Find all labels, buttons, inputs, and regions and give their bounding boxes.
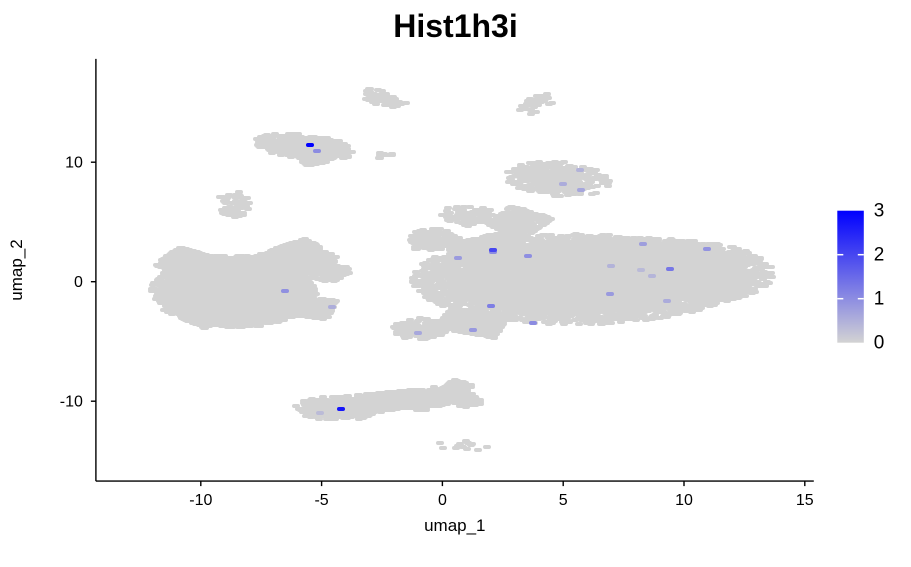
svg-text:0: 0 — [438, 492, 447, 509]
svg-text:0: 0 — [874, 333, 885, 354]
svg-text:2: 2 — [874, 245, 885, 266]
svg-text:umap_2: umap_2 — [7, 239, 26, 300]
svg-text:5: 5 — [559, 492, 568, 509]
svg-text:15: 15 — [796, 492, 814, 509]
svg-text:1: 1 — [874, 289, 885, 310]
svg-text:-5: -5 — [314, 492, 328, 509]
svg-text:10: 10 — [65, 155, 83, 172]
svg-text:-10: -10 — [60, 394, 83, 411]
svg-text:-10: -10 — [189, 492, 212, 509]
svg-text:umap_1: umap_1 — [424, 516, 485, 535]
svg-text:3: 3 — [874, 201, 885, 222]
svg-text:0: 0 — [74, 274, 83, 291]
svg-text:10: 10 — [675, 492, 693, 509]
